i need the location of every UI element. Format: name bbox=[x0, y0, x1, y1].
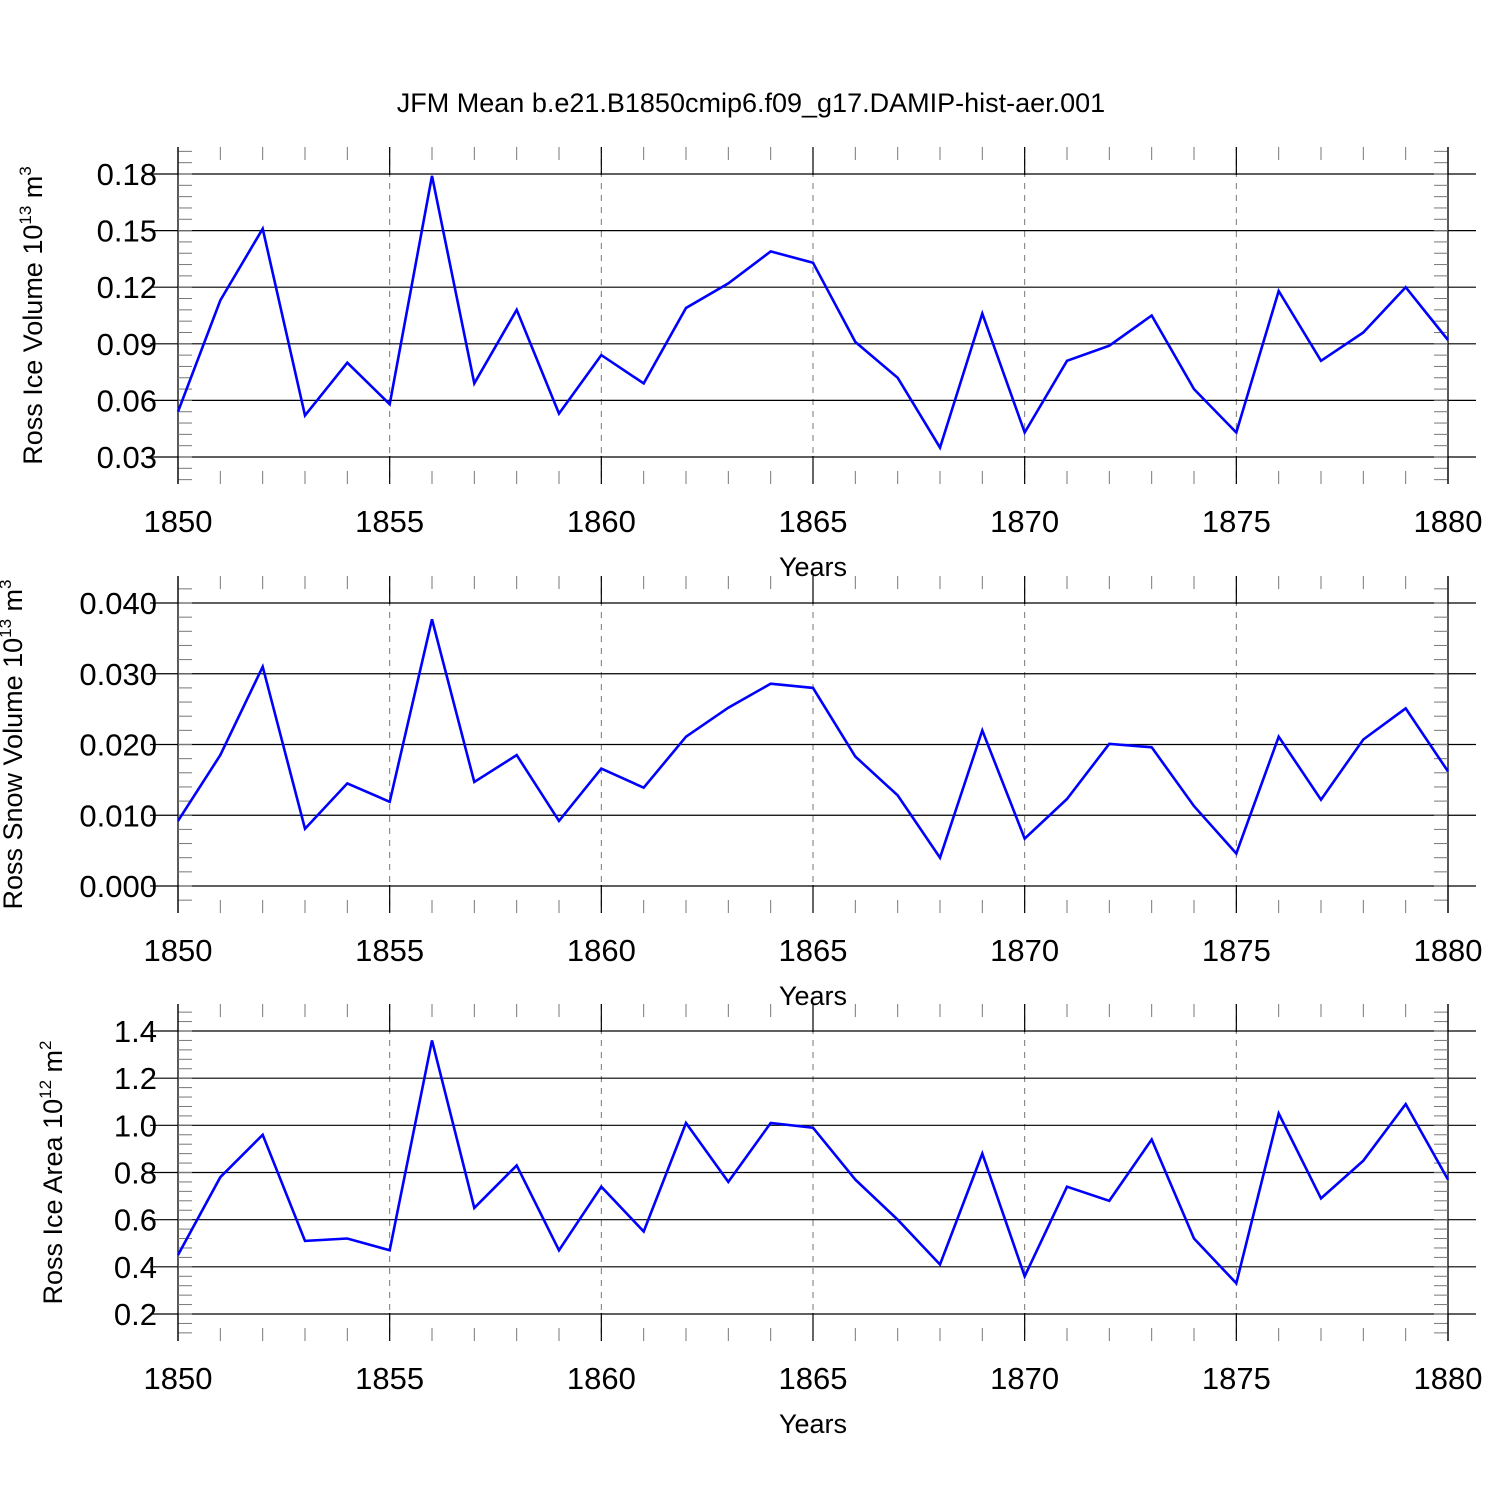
x-tick-label: 1850 bbox=[144, 1361, 213, 1396]
x-tick-label: 1870 bbox=[990, 1361, 1059, 1396]
y-tick-label: 0.4 bbox=[114, 1250, 157, 1285]
y-tick-label: 0.020 bbox=[79, 728, 157, 763]
y-tick-label: 0.03 bbox=[97, 440, 157, 475]
x-tick-label: 1870 bbox=[990, 933, 1059, 968]
y-tick-label: 0.18 bbox=[97, 157, 157, 192]
y-tick-label: 0.000 bbox=[79, 869, 157, 904]
y-tick-label: 1.2 bbox=[114, 1061, 157, 1096]
y-tick-label: 1.0 bbox=[114, 1108, 157, 1143]
x-tick-label: 1855 bbox=[355, 933, 424, 968]
x-tick-label: 1880 bbox=[1414, 504, 1483, 539]
y-tick-label: 0.6 bbox=[114, 1203, 157, 1238]
y-tick-label: 1.4 bbox=[114, 1014, 157, 1049]
panel-1: 0.03 0.06 0.09 0.12 0.15 0.18 1850 1855 1860 1865… bbox=[16, 147, 1482, 582]
y-tick-label: 0.030 bbox=[79, 657, 157, 692]
x-tick-label: 1850 bbox=[144, 504, 213, 539]
data-series-line bbox=[178, 176, 1448, 448]
x-tick-label: 1865 bbox=[779, 504, 848, 539]
x-tick-label: 1855 bbox=[355, 504, 424, 539]
y-tick-label: 0.040 bbox=[79, 586, 157, 621]
x-tick-label: 1860 bbox=[567, 933, 636, 968]
y-axis-title: Ross Snow Volume 1013 m3 bbox=[0, 579, 28, 909]
y-tick-label: 0.8 bbox=[114, 1156, 157, 1191]
x-tick-label: 1875 bbox=[1202, 504, 1271, 539]
panel-2: 0.000 0.010 0.020 0.030 0.040 1850 1855 1860 186… bbox=[0, 576, 1482, 1011]
y-tick-label: 0.010 bbox=[79, 798, 157, 833]
y-tick-label: 0.12 bbox=[97, 270, 157, 305]
x-tick-label: 1860 bbox=[567, 504, 636, 539]
chart-title: JFM Mean b.e21.B1850cmip6.f09_g17.DAMIP-… bbox=[397, 88, 1105, 118]
y-axis-title: Ross Ice Area 1012 m2 bbox=[36, 1040, 68, 1304]
y-axis-title: Ross Ice Volume 1013 m3 bbox=[16, 166, 48, 465]
x-tick-label: 1880 bbox=[1414, 1361, 1483, 1396]
panel-3: 0.2 0.4 0.6 0.8 1.0 1.2 1.4 1850 1855 1860 1865 187… bbox=[36, 1004, 1482, 1439]
x-tick-label: 1865 bbox=[779, 1361, 848, 1396]
x-tick-label: 1875 bbox=[1202, 1361, 1271, 1396]
y-tick-label: 0.09 bbox=[97, 327, 157, 362]
y-tick-label: 0.06 bbox=[97, 383, 157, 418]
y-tick-label: 0.2 bbox=[114, 1297, 157, 1332]
x-tick-label: 1880 bbox=[1414, 933, 1483, 968]
x-axis-title: Years bbox=[779, 1409, 847, 1439]
x-tick-label: 1875 bbox=[1202, 933, 1271, 968]
x-tick-label: 1865 bbox=[779, 933, 848, 968]
y-tick-label: 0.15 bbox=[97, 214, 157, 249]
x-tick-label: 1860 bbox=[567, 1361, 636, 1396]
x-tick-label: 1850 bbox=[144, 933, 213, 968]
x-tick-label: 1870 bbox=[990, 504, 1059, 539]
chart-panels: 0.03 0.06 0.09 0.12 0.15 0.18 1850 1855 1860 1865… bbox=[0, 147, 1482, 1439]
x-tick-label: 1855 bbox=[355, 1361, 424, 1396]
